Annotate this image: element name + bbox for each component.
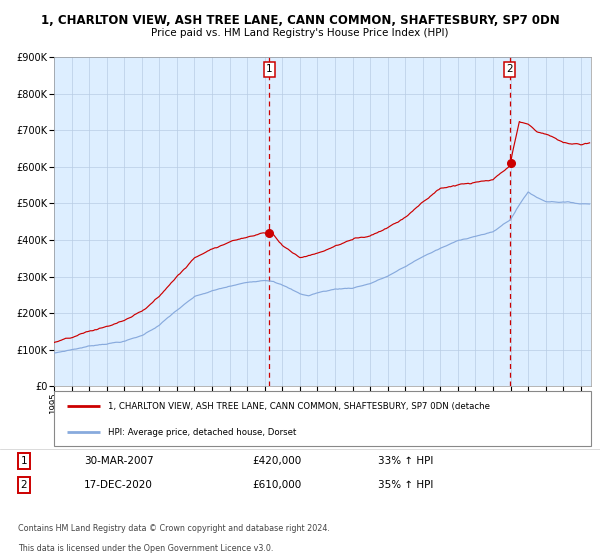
Text: 1: 1 [266,64,272,74]
Text: 2: 2 [506,64,513,74]
Text: 2: 2 [20,480,28,490]
Text: 35% ↑ HPI: 35% ↑ HPI [378,480,433,490]
Text: Contains HM Land Registry data © Crown copyright and database right 2024.: Contains HM Land Registry data © Crown c… [18,524,330,533]
Text: 1, CHARLTON VIEW, ASH TREE LANE, CANN COMMON, SHAFTESBURY, SP7 0DN: 1, CHARLTON VIEW, ASH TREE LANE, CANN CO… [41,14,559,27]
Text: Price paid vs. HM Land Registry's House Price Index (HPI): Price paid vs. HM Land Registry's House … [151,28,449,38]
Text: 1: 1 [20,456,28,466]
Text: 17-DEC-2020: 17-DEC-2020 [84,480,153,490]
Text: 30-MAR-2007: 30-MAR-2007 [84,456,154,466]
Text: This data is licensed under the Open Government Licence v3.0.: This data is licensed under the Open Gov… [18,544,274,553]
Text: £420,000: £420,000 [252,456,301,466]
Text: £610,000: £610,000 [252,480,301,490]
Text: HPI: Average price, detached house, Dorset: HPI: Average price, detached house, Dors… [108,427,296,437]
Text: 1, CHARLTON VIEW, ASH TREE LANE, CANN COMMON, SHAFTESBURY, SP7 0DN (detache: 1, CHARLTON VIEW, ASH TREE LANE, CANN CO… [108,402,490,410]
Text: 33% ↑ HPI: 33% ↑ HPI [378,456,433,466]
